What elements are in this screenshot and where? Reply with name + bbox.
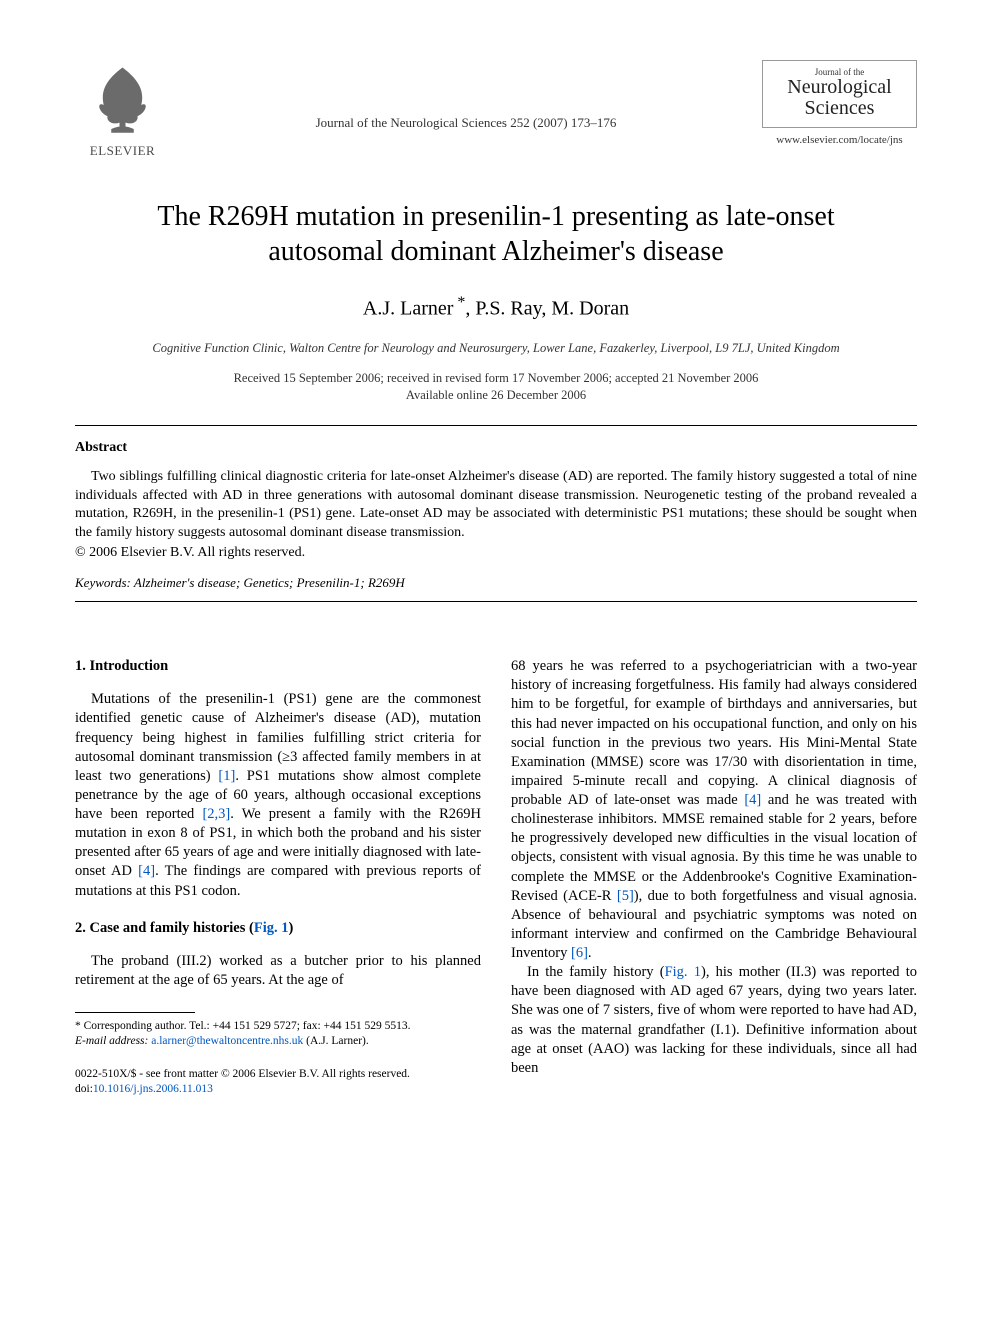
ref-link-4b[interactable]: [4] (744, 792, 761, 808)
keywords: Keywords: Alzheimer's disease; Genetics;… (75, 575, 917, 591)
doi-link[interactable]: 10.1016/j.jns.2006.11.013 (93, 1083, 213, 1095)
ref-link-6[interactable]: [6] (571, 945, 588, 961)
abstract-paragraph: Two siblings fulfilling clinical diagnos… (75, 468, 917, 544)
case-paragraph-1: The proband (III.2) worked as a butcher … (75, 952, 481, 990)
journal-box-name-1: Neurological (773, 77, 906, 98)
affiliation: Cognitive Function Clinic, Walton Centre… (75, 341, 917, 356)
authors: A.J. Larner *, P.S. Ray, M. Doran (75, 294, 917, 321)
dates-line-2: Available online 26 December 2006 (406, 388, 586, 402)
fig-1-link-b[interactable]: Fig. 1 (665, 964, 701, 980)
ref-link-4[interactable]: [4] (138, 863, 155, 879)
journal-url: www.elsevier.com/locate/jns (762, 134, 917, 146)
page-header: ELSEVIER Journal of the Neurological Sci… (75, 60, 917, 159)
journal-logo: Journal of the Neurological Sciences (762, 60, 917, 128)
journal-logo-box: Journal of the Neurological Sciences www… (762, 60, 917, 146)
abstract-copyright: © 2006 Elsevier B.V. All rights reserved… (75, 545, 917, 561)
email-label: E-mail address: (75, 1035, 148, 1047)
intro-paragraph: Mutations of the presenilin-1 (PS1) gene… (75, 690, 481, 900)
publisher-logo: ELSEVIER (75, 60, 170, 159)
corresponding-author-footnote: * Corresponding author. Tel.: +44 151 52… (75, 1019, 481, 1049)
section-1-heading: 1. Introduction (75, 657, 481, 676)
journal-box-name-2: Sciences (773, 98, 906, 119)
col2-paragraph-2: In the family history (Fig. 1), his moth… (511, 963, 917, 1078)
left-column: 1. Introduction Mutations of the preseni… (75, 657, 481, 1097)
ref-link-2-3[interactable]: [2,3] (202, 806, 230, 822)
ref-link-5[interactable]: [5] (617, 888, 634, 904)
footnote-separator (75, 1012, 195, 1013)
journal-citation: Journal of the Neurological Sciences 252… (316, 60, 617, 131)
ref-link-1[interactable]: [1] (218, 768, 235, 784)
col2-paragraph-1: 68 years he was referred to a psychogeri… (511, 657, 917, 963)
title-line-1: The R269H mutation in presenilin-1 prese… (157, 201, 834, 232)
email-suffix: (A.J. Larner). (303, 1035, 368, 1047)
abstract-text: Two siblings fulfilling clinical diagnos… (75, 468, 917, 544)
section-2-heading: 2. Case and family histories (Fig. 1) (75, 919, 481, 938)
corresponding-email[interactable]: a.larner@thewaltoncentre.nhs.uk (151, 1035, 303, 1047)
right-column: 68 years he was referred to a psychogeri… (511, 657, 917, 1097)
abstract-label: Abstract (75, 440, 917, 456)
article-title: The R269H mutation in presenilin-1 prese… (75, 199, 917, 269)
doi-line: doi:10.1016/j.jns.2006.11.013 (75, 1082, 481, 1097)
keywords-text: Alzheimer's disease; Genetics; Presenili… (131, 575, 405, 590)
fig-1-link[interactable]: Fig. 1 (254, 920, 289, 936)
footnote-tel-fax: * Corresponding author. Tel.: +44 151 52… (75, 1019, 481, 1034)
divider (75, 425, 917, 426)
dates-line-1: Received 15 September 2006; received in … (234, 371, 759, 385)
title-line-2: autosomal dominant Alzheimer's disease (268, 236, 723, 267)
body-columns: 1. Introduction Mutations of the preseni… (75, 657, 917, 1097)
publisher-name: ELSEVIER (75, 143, 170, 159)
article-dates: Received 15 September 2006; received in … (75, 370, 917, 405)
keywords-label: Keywords: (75, 575, 131, 590)
issn-line: 0022-510X/$ - see front matter © 2006 El… (75, 1067, 481, 1082)
elsevier-tree-icon (85, 60, 160, 135)
bottom-meta: 0022-510X/$ - see front matter © 2006 El… (75, 1067, 481, 1097)
divider (75, 601, 917, 602)
footnote-email-line: E-mail address: a.larner@thewaltoncentre… (75, 1034, 481, 1049)
